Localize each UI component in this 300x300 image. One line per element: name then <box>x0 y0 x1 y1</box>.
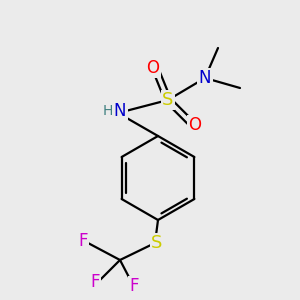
Text: F: F <box>129 277 139 295</box>
Text: H: H <box>103 104 113 118</box>
Text: S: S <box>151 234 163 252</box>
Text: S: S <box>162 91 174 109</box>
Text: N: N <box>114 102 126 120</box>
Text: O: O <box>188 116 202 134</box>
Text: O: O <box>146 59 160 77</box>
Text: F: F <box>78 232 88 250</box>
Text: N: N <box>199 69 211 87</box>
Text: F: F <box>90 273 100 291</box>
